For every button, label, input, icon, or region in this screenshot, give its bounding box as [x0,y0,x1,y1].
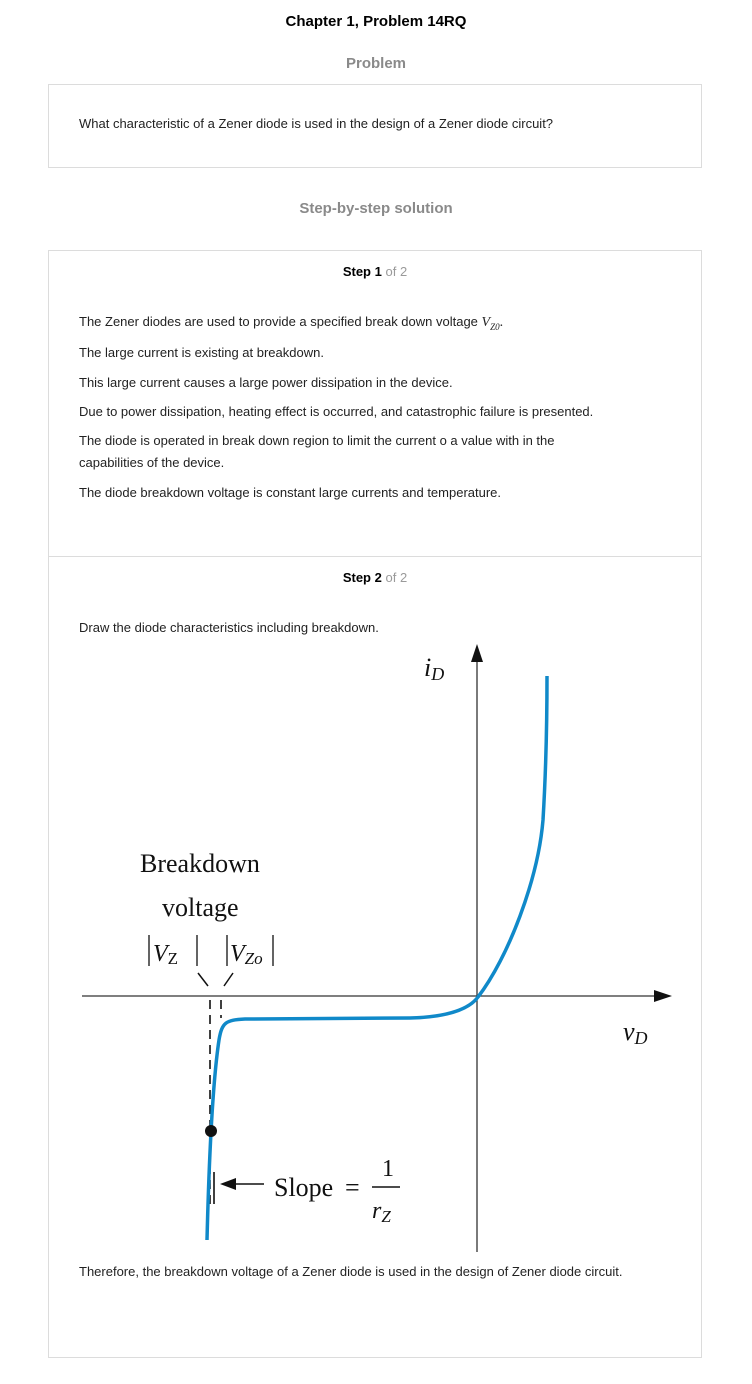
vz0-symbol-v: V [481,315,491,330]
solution-box: Step 1 of 2 The Zener diodes are used to… [48,250,702,1358]
slope-label: Slope [274,1173,333,1202]
slope-equals: = [345,1173,360,1202]
solution-heading: Step-by-step solution [299,200,453,217]
chapter-title: Chapter 1, Problem 14RQ [285,13,467,30]
step-2-intro: Draw the diode characteristics including… [79,620,379,635]
slope-numerator: 1 [382,1156,394,1182]
y-axis-label: iD [424,653,444,684]
step-1-paragraph-3: This large current causes a large power … [79,375,453,390]
vz-pointer-line [197,972,209,987]
vz0-symbol-subscript: Z0 [490,321,500,332]
step-divider [49,556,701,557]
step-2-conclusion: Therefore, the breakdown voltage of a Ze… [79,1264,623,1279]
vz0-symbol: VZ0. [481,315,504,332]
breakdown-label-line-1: Breakdown [140,849,260,878]
vzo-pointer-line [223,972,234,987]
x-axis-label: vD [623,1017,648,1048]
step-1-of-total: of 2 [385,264,408,279]
y-axis-arrow-icon [471,644,483,662]
step-2-number: 2 [374,570,382,585]
vzo-label: VZo [230,941,263,968]
vz0-symbol-period: . [499,315,504,330]
step-1-paragraph-5: The diode is operated in break down regi… [79,433,555,470]
slope-denominator: rZ [372,1198,391,1226]
problem-box: What characteristic of a Zener diode is … [48,84,702,168]
x-axis-arrow-icon [654,990,672,1002]
step-1-word: Step [342,264,371,279]
problem-text: What characteristic of a Zener diode is … [79,116,554,131]
slope-arrow-icon [220,1178,236,1190]
diode-characteristic-curve [205,675,549,1241]
step-1-paragraph-2: The large current is existing at breakdo… [79,345,324,360]
problem-heading: Problem [345,55,406,72]
step-2-label: Step 2 of 2 [49,570,701,585]
step-2-word: Step [342,570,371,585]
step-1-label: Step 1 of 2 [49,264,701,279]
step-1-paragraph-1: The Zener diodes are used to provide a s… [79,311,669,338]
vz-label: VZ [153,941,178,968]
step-1-paragraph-1-text: The Zener diodes are used to provide a s… [79,314,482,329]
test-point-dot [205,1125,217,1137]
step-1-paragraph-4: Due to power dissipation, heating effect… [79,404,594,419]
step-2-of-total: of 2 [385,570,408,585]
step-1-paragraph-6: The diode breakdown voltage is constant … [79,485,502,500]
step-1-number: 1 [374,264,382,279]
breakdown-label-line-2: voltage [162,893,239,922]
